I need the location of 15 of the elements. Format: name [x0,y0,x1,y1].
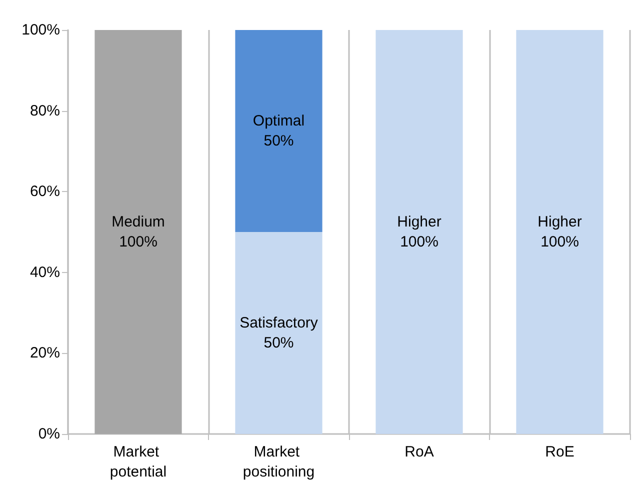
data-label: Medium 100% [112,214,165,250]
x-tick-label: RoA [404,444,434,460]
x-tick-label: Market potential [110,444,167,480]
y-tick-label: 40% [30,264,60,281]
y-tick-label: 60% [30,183,60,200]
y-tick-label: 0% [38,426,60,442]
data-label: Satisfactory 50% [240,314,318,352]
data-label: Higher 100% [397,214,442,250]
y-tick-label: 80% [30,102,60,120]
y-tick-label: 100% [22,22,60,38]
x-tick-label: RoE [545,444,574,460]
data-label: Optimal 50% [252,112,305,150]
x-tick-label: Market positioning [242,444,315,480]
data-label: Higher 100% [538,214,582,250]
y-tick-label: 20% [30,344,60,362]
